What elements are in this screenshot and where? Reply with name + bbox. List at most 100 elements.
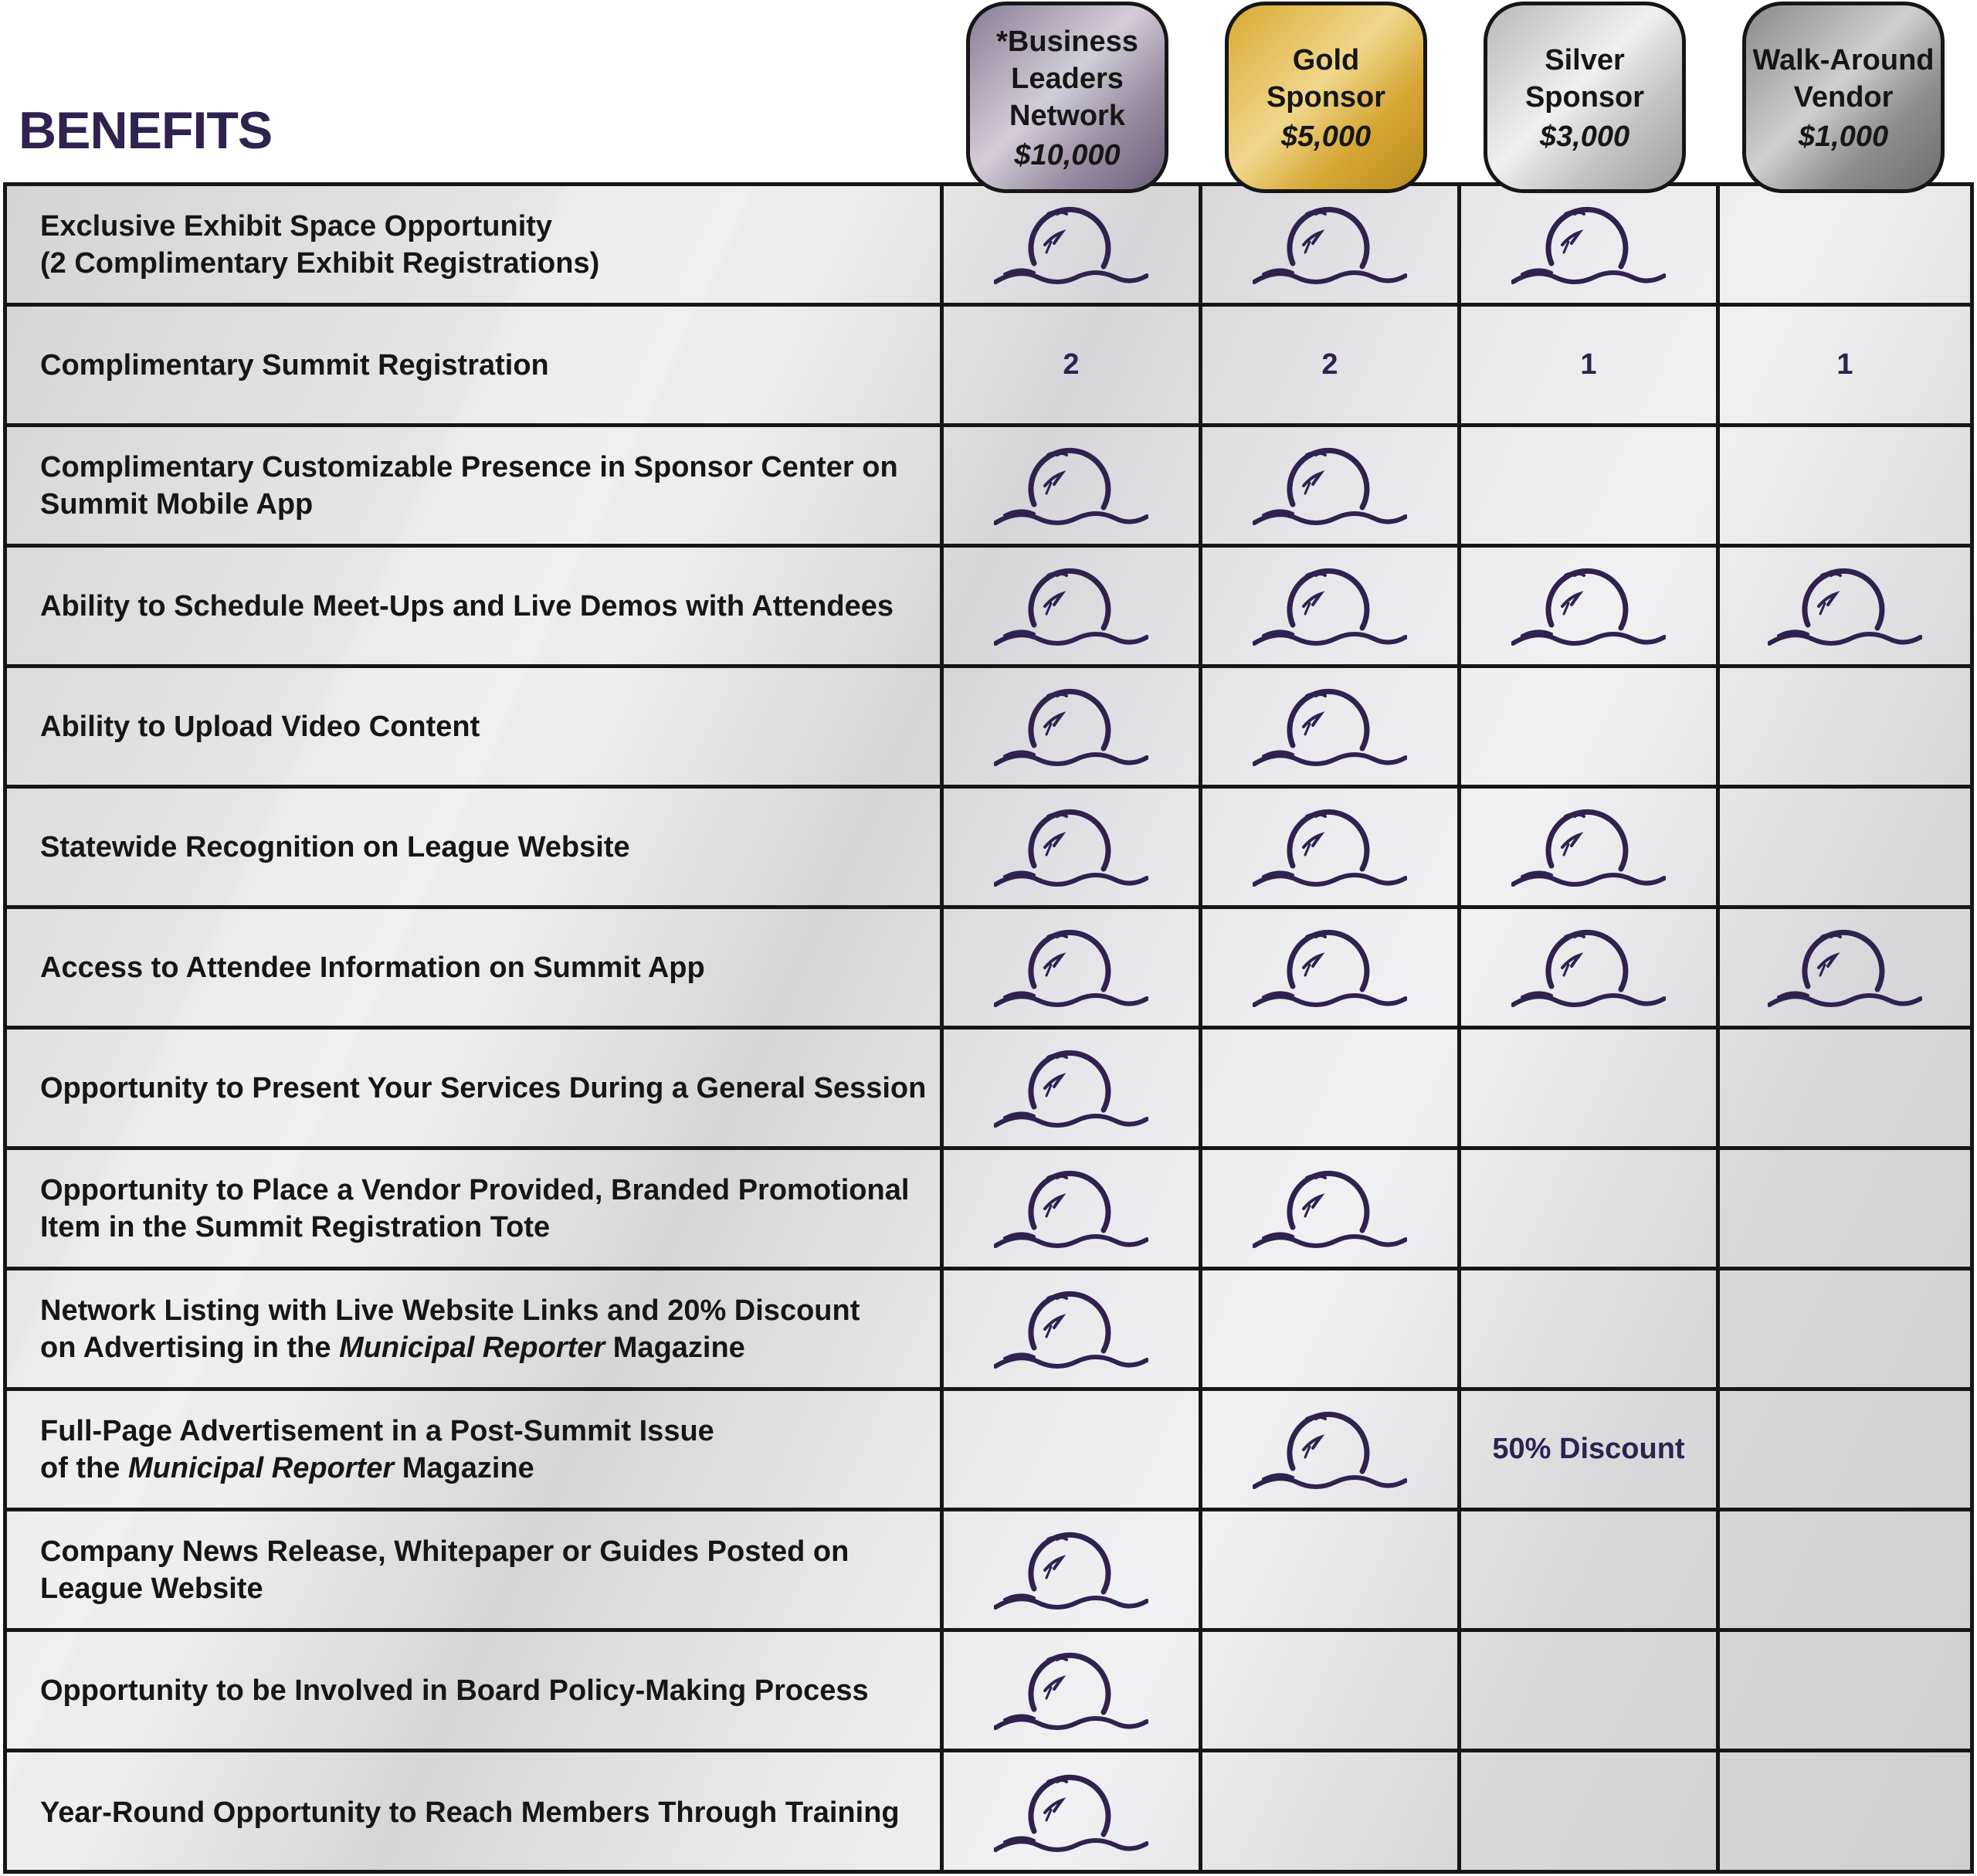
benefit-line: Access to Attendee Information on Summit… [40, 951, 705, 984]
benefit-label: Opportunity to be Involved in Board Poli… [7, 1632, 944, 1749]
benefit-line: Complimentary Summit Registration [40, 348, 549, 382]
tier-price: $5,000 [1280, 120, 1372, 153]
sun-wave-seagull-icon [1253, 688, 1407, 766]
tier-cell [944, 427, 1202, 544]
benefit-text: of the [40, 1451, 128, 1484]
tier-cell [1720, 668, 1970, 785]
magazine-title: Municipal Reporter [127, 1451, 395, 1484]
tier-cell [1202, 909, 1461, 1026]
benefit-line: on Advertising in the Municipal Reporter… [40, 1329, 860, 1366]
benefit-label: Opportunity to Place a Vendor Provided, … [7, 1150, 944, 1267]
benefit-line: Year-Round Opportunity to Reach Members … [40, 1796, 900, 1829]
tier-cell [1461, 1270, 1720, 1387]
tier-cell [1720, 1030, 1970, 1146]
sun-wave-seagull-icon [994, 809, 1148, 887]
tier-business-leaders-network: *Business Leaders Network $10,000 [966, 2, 1168, 193]
table-row: Full-Page Advertisement in a Post-Summit… [7, 1391, 1970, 1511]
tier-cell [1202, 548, 1461, 664]
tier-cell [1461, 1150, 1720, 1267]
tier-header: *Business Leaders Network $10,000 Gold S… [0, 0, 1977, 193]
cell-value: 2 [1063, 348, 1080, 381]
sun-wave-seagull-icon [994, 568, 1148, 646]
benefit-label: Network Listing with Live Website Links … [7, 1270, 944, 1387]
sun-wave-seagull-icon [1253, 206, 1407, 284]
tier-cell [944, 668, 1202, 785]
tier-cell [1202, 1270, 1461, 1387]
sun-wave-seagull-icon [994, 1652, 1148, 1730]
tier-cell [1720, 1511, 1970, 1628]
benefit-line: Statewide Recognition on League Website [40, 830, 630, 863]
tier-cell [944, 1150, 1202, 1267]
sun-wave-seagull-icon [1253, 809, 1407, 887]
tier-cell [1202, 789, 1461, 905]
tier-name: Gold Sponsor [1266, 43, 1386, 114]
sun-wave-seagull-icon [1253, 447, 1407, 525]
table-row: Access to Attendee Information on Summit… [7, 909, 1970, 1030]
tier-cell [944, 789, 1202, 905]
sun-wave-seagull-icon [994, 688, 1148, 766]
tier-silver-sponsor: Silver Sponsor $3,000 [1484, 2, 1686, 193]
tier-cell [1461, 186, 1720, 303]
table-row: Network Listing with Live Website Links … [7, 1270, 1970, 1391]
sun-wave-seagull-icon [1253, 568, 1407, 646]
sun-wave-seagull-icon [1511, 809, 1666, 887]
tier-price: $1,000 [1798, 120, 1889, 153]
tier-cell [1461, 789, 1720, 905]
benefit-label: Ability to Upload Video Content [7, 668, 944, 785]
tier-cell [944, 1752, 1202, 1873]
tier-walk-around-vendor: Walk-Around Vendor $1,000 [1742, 2, 1945, 193]
sun-wave-seagull-icon [1768, 929, 1922, 1007]
tier-cell [1720, 1632, 1970, 1749]
sun-wave-seagull-icon [994, 929, 1148, 1007]
sun-wave-seagull-icon [994, 1774, 1148, 1852]
sun-wave-seagull-icon [1253, 1170, 1407, 1248]
tier-cell [1461, 668, 1720, 785]
table-row: Ability to Schedule Meet-Ups and Live De… [7, 548, 1970, 668]
tier-cell [944, 1511, 1202, 1628]
tier-cell: 2 [1202, 307, 1461, 423]
tier-cell [1202, 1150, 1461, 1267]
tier-cell [944, 1030, 1202, 1146]
tier-cell [944, 1391, 1202, 1508]
magazine-title: Municipal Reporter [339, 1331, 605, 1364]
benefit-label: Complimentary Customizable Presence in S… [7, 427, 944, 544]
benefit-label: Exclusive Exhibit Space Opportunity (2 Co… [7, 186, 944, 303]
tier-cell [944, 548, 1202, 664]
tier-cell [1202, 1030, 1461, 1146]
benefits-table: Exclusive Exhibit Space Opportunity (2 Co… [3, 182, 1974, 1874]
tier-cell [1202, 1632, 1461, 1749]
tier-cell [1720, 548, 1970, 664]
tier-cell [1720, 789, 1970, 905]
tier-price: $10,000 [1014, 138, 1121, 171]
sun-wave-seagull-icon [994, 206, 1148, 284]
page-title: BENEFITS [19, 101, 273, 160]
table-row: Opportunity to be Involved in Board Poli… [7, 1632, 1970, 1752]
tier-cell [1202, 668, 1461, 785]
benefit-text: Magazine [394, 1451, 534, 1484]
benefit-line: Network Listing with Live Website Links … [40, 1294, 860, 1327]
tier-name: *Business Leaders Network [996, 25, 1138, 132]
tier-cell [1461, 1632, 1720, 1749]
table-row: Complimentary Summit Registration 2 2 1 1 [7, 307, 1970, 427]
sun-wave-seagull-icon [994, 1170, 1148, 1248]
tier-name: Walk-Around Vendor [1752, 43, 1935, 114]
tier-cell [1720, 1150, 1970, 1267]
benefit-line: Ability to Upload Video Content [40, 710, 480, 743]
benefit-line: Opportunity to Present Your Services Dur… [40, 1071, 927, 1104]
table-row: Opportunity to Place a Vendor Provided, … [7, 1150, 1970, 1270]
cell-value: 50% Discount [1492, 1433, 1685, 1465]
tier-name: Silver Sponsor [1524, 43, 1645, 114]
tier-cell [1461, 1752, 1720, 1873]
sun-wave-seagull-icon [1253, 1411, 1407, 1489]
benefit-label: Company News Release, Whitepaper or Guid… [7, 1511, 944, 1628]
tier-cell [1720, 1270, 1970, 1387]
benefit-label: Ability to Schedule Meet-Ups and Live De… [7, 548, 944, 664]
sun-wave-seagull-icon [1768, 568, 1922, 646]
tier-cell: 50% Discount [1461, 1391, 1720, 1508]
tier-cell [944, 1632, 1202, 1749]
tier-cell [1720, 909, 1970, 1026]
tier-gold-sponsor: Gold Sponsor $5,000 [1225, 2, 1427, 193]
tier-cell [944, 1270, 1202, 1387]
benefit-label: Complimentary Summit Registration [7, 307, 944, 423]
tier-cell: 1 [1461, 307, 1720, 423]
